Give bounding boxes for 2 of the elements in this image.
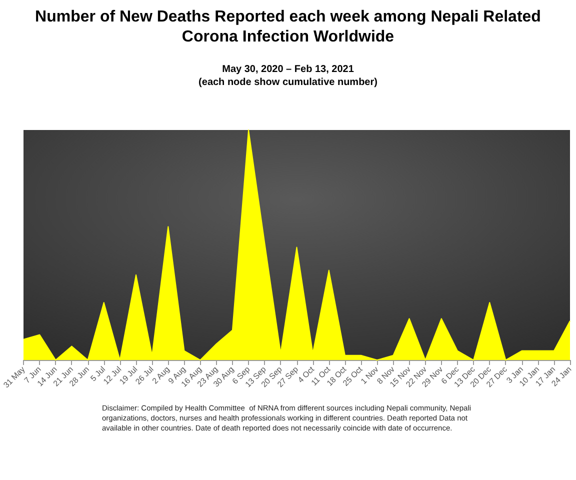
chart-title: Number of New Deaths Reported each week among Nepali Related Corona Infection Worldwide xyxy=(35,8,541,46)
chart-subtitle: May 30, 2020 – Feb 13, 2021 (each node show cumulative number) xyxy=(198,64,378,88)
